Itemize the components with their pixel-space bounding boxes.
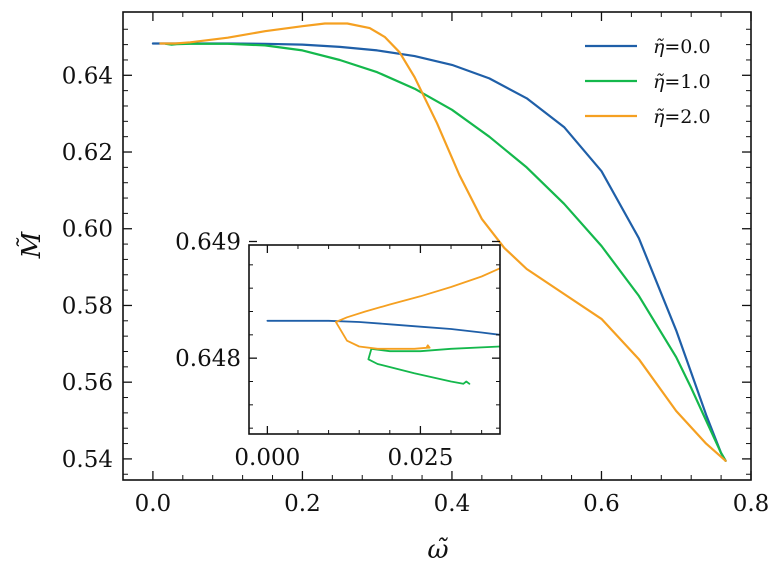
inset-x-tick-label: 0.025 bbox=[387, 445, 453, 471]
inset-plot-area: 0.000 0.025 0.648 0.649 bbox=[175, 230, 501, 471]
y-tick-label: 0.60 bbox=[62, 217, 113, 243]
inset-x-tick-label: 0.000 bbox=[234, 445, 300, 471]
legend: η̃=0.0 η̃=1.0 η̃=2.0 bbox=[585, 36, 711, 128]
y-tick-label: 0.56 bbox=[62, 370, 113, 396]
series-line-2 bbox=[159, 22, 727, 462]
y-tick-label: 0.62 bbox=[62, 140, 113, 166]
x-tick-label: 0.6 bbox=[583, 491, 620, 517]
inset-y-tick-label: 0.648 bbox=[175, 346, 241, 372]
y-tick-label: 0.54 bbox=[62, 447, 113, 473]
inset-background bbox=[249, 245, 500, 434]
series-line-1 bbox=[164, 42, 727, 462]
main-plot-frame bbox=[122, 11, 752, 481]
x-tick-label: 0.0 bbox=[135, 491, 172, 517]
inset-series-line-2 bbox=[334, 267, 500, 350]
legend-label-1: η̃=1.0 bbox=[653, 71, 711, 93]
x-tick-label: 0.8 bbox=[733, 491, 770, 517]
inset-series-line-1 bbox=[367, 345, 500, 385]
y-tick-label: 0.64 bbox=[62, 63, 113, 89]
series-line-0 bbox=[151, 42, 727, 462]
inset-series-group bbox=[266, 267, 500, 385]
legend-label-0: η̃=0.0 bbox=[653, 36, 711, 58]
x-axis-label: ω̃ bbox=[427, 535, 448, 565]
y-tick-label: 0.58 bbox=[62, 293, 113, 319]
x-tick-label: 0.4 bbox=[434, 491, 471, 517]
inset-y-tick-label: 0.649 bbox=[175, 230, 241, 256]
x-tick-label: 0.2 bbox=[284, 491, 321, 517]
inset-frame bbox=[248, 244, 501, 435]
y-axis-label: M̃ bbox=[16, 230, 47, 259]
legend-label-2: η̃=2.0 bbox=[653, 106, 711, 128]
inset-series-line-0 bbox=[266, 319, 500, 336]
main-plot-area: 0.0 0.2 0.4 0.6 0.8 0.54 0.56 0.58 0.60 0.62 0.64 bbox=[62, 11, 770, 517]
